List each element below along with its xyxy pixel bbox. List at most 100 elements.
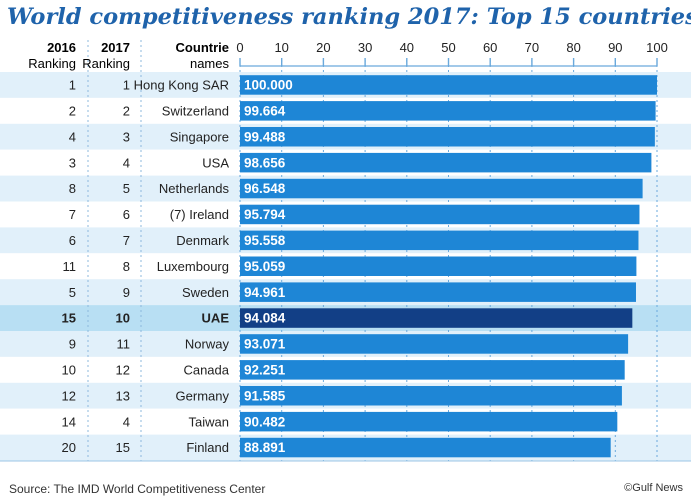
data-label: 99.488 <box>244 129 286 144</box>
x-tick-label: 90 <box>608 40 622 55</box>
x-tick-label: 60 <box>483 40 497 55</box>
country-label: Netherlands <box>159 181 230 196</box>
rank-2017-label: 5 <box>123 181 130 196</box>
source-note: Source: The IMD World Competitiveness Ce… <box>9 482 266 496</box>
chart-area: 2016 Ranking 2017 Ranking Countrie names… <box>0 40 691 462</box>
data-label: 94.084 <box>244 311 286 326</box>
country-label: Norway <box>185 337 230 352</box>
rank-2017-label: 11 <box>117 337 131 352</box>
rank-2017-label: 2 <box>123 103 130 118</box>
rank-2016-label: 3 <box>69 155 76 170</box>
header-country: Countrie <box>176 40 229 55</box>
credit-note: ©Gulf News <box>624 482 683 494</box>
x-tick-label: 20 <box>316 40 330 55</box>
header-2016-ranking: Ranking <box>28 56 76 71</box>
data-label: 95.558 <box>244 233 286 248</box>
rank-2017-label: 10 <box>116 311 130 326</box>
data-label: 92.251 <box>244 362 286 377</box>
bar <box>240 386 622 406</box>
country-label: Singapore <box>170 129 229 144</box>
rank-2016-label: 10 <box>62 362 76 377</box>
data-label: 94.961 <box>244 285 286 300</box>
bar <box>240 308 633 328</box>
rank-2017-label: 6 <box>123 207 130 222</box>
data-label: 95.794 <box>244 207 286 222</box>
bar <box>240 360 625 380</box>
chart-title: World competitiveness ranking 2017: Top … <box>7 4 691 30</box>
country-label: Luxembourg <box>157 259 229 274</box>
rank-2016-label: 20 <box>62 440 76 455</box>
bar <box>240 437 611 458</box>
country-label: UAE <box>202 311 230 326</box>
rank-2017-label: 13 <box>116 388 130 403</box>
column-headers: 2016 Ranking 2017 Ranking Countrie names <box>28 40 229 71</box>
country-label: Germany <box>176 388 230 403</box>
country-label: Canada <box>183 362 229 377</box>
rank-2017-label: 4 <box>123 414 130 429</box>
bar <box>240 230 639 251</box>
x-tick-label: 100 <box>646 40 668 55</box>
country-label: Finland <box>186 440 229 455</box>
bar <box>240 282 636 302</box>
rank-2016-label: 1 <box>69 78 76 93</box>
country-label: Switzerland <box>162 103 229 118</box>
country-label: USA <box>202 155 229 170</box>
x-tick-label: 30 <box>358 40 372 55</box>
rank-2016-label: 15 <box>62 311 76 326</box>
bar <box>240 411 618 432</box>
rank-2017-label: 15 <box>116 440 130 455</box>
data-label: 95.059 <box>244 259 285 274</box>
x-tick-label: 10 <box>274 40 288 55</box>
rank-2016-label: 14 <box>62 414 76 429</box>
rank-2017-label: 9 <box>123 285 130 300</box>
rank-2016-label: 7 <box>69 207 76 222</box>
x-tick-label: 50 <box>441 40 455 55</box>
x-tick-label: 80 <box>566 40 580 55</box>
data-label: 90.482 <box>244 414 285 429</box>
data-label: 98.656 <box>244 155 286 170</box>
rank-2017-label: 3 <box>123 129 130 144</box>
country-label: Denmark <box>176 233 229 248</box>
bar <box>240 334 629 354</box>
data-label: 99.664 <box>244 103 286 118</box>
header-2016-year: 2016 <box>47 40 76 55</box>
rank-2016-label: 4 <box>69 129 76 144</box>
bars <box>240 75 657 458</box>
rank-2016-label: 5 <box>69 285 76 300</box>
country-label: (7) Ireland <box>170 207 229 222</box>
country-label: Sweden <box>182 285 229 300</box>
rank-2016-label: 9 <box>69 337 76 352</box>
rank-2017-label: 7 <box>123 233 130 248</box>
data-label: 93.071 <box>244 337 286 352</box>
rank-2017-label: 1 <box>123 78 130 93</box>
bar <box>240 152 652 173</box>
data-label: 91.585 <box>244 388 286 403</box>
country-label: Taiwan <box>189 414 229 429</box>
x-axis-ticks: 0 10 20 30 40 50 60 70 80 90 100 <box>236 40 667 55</box>
rank-2017-label: 12 <box>116 362 130 377</box>
bar <box>240 75 657 95</box>
x-tick-label: 0 <box>236 40 243 55</box>
rank-2016-label: 8 <box>69 181 76 196</box>
header-2017-ranking: Ranking <box>82 56 130 71</box>
x-tick-label: 70 <box>525 40 539 55</box>
header-country-names: names <box>190 56 230 71</box>
bar <box>240 204 640 225</box>
bar <box>240 178 643 199</box>
rank-2017-label: 4 <box>123 155 130 170</box>
rank-2016-label: 11 <box>63 259 77 274</box>
rank-2016-label: 6 <box>69 233 76 248</box>
header-2017-year: 2017 <box>101 40 130 55</box>
bar <box>240 127 655 147</box>
data-label: 96.548 <box>244 181 286 196</box>
x-tick-label: 40 <box>400 40 414 55</box>
bar <box>240 256 637 276</box>
rank-2016-label: 12 <box>62 388 76 403</box>
data-label: 88.891 <box>244 440 286 455</box>
rank-2016-label: 2 <box>69 103 76 118</box>
data-label: 100.000 <box>244 78 293 93</box>
bar <box>240 101 656 121</box>
rank-2017-label: 8 <box>123 259 130 274</box>
country-label: Hong Kong SAR <box>134 78 229 93</box>
